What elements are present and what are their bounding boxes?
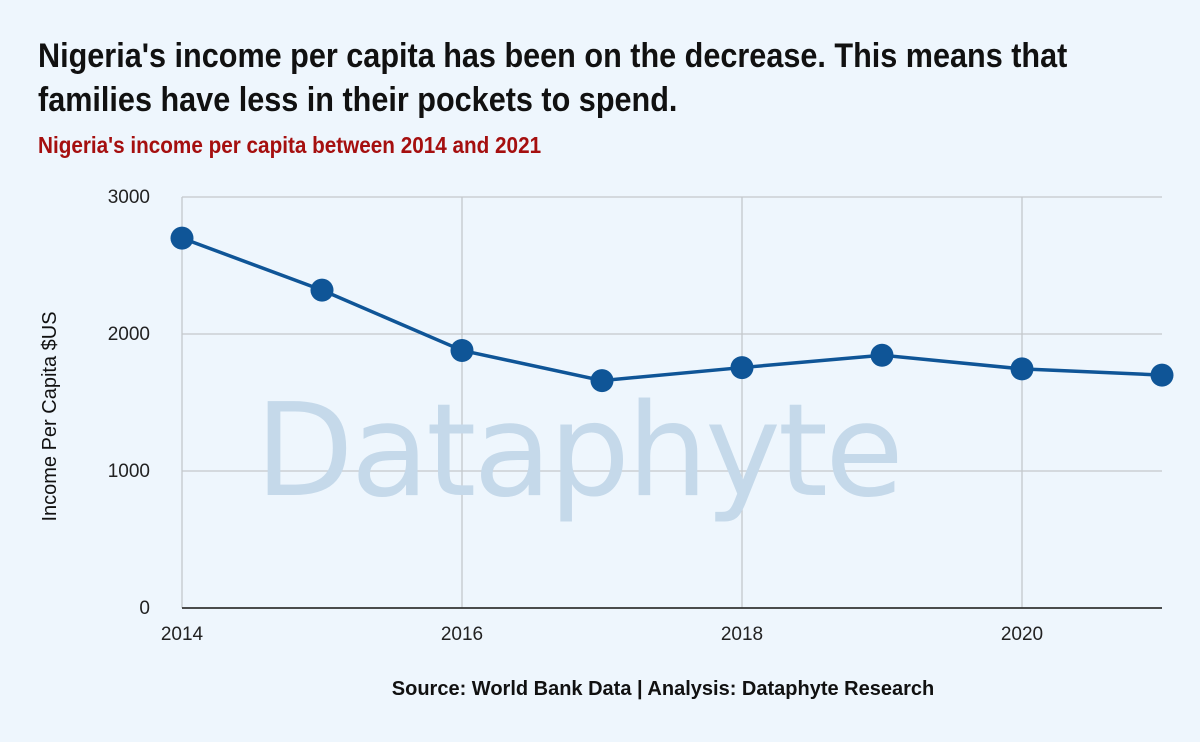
data-point — [730, 356, 754, 380]
y-tick-label: 3000 — [108, 187, 150, 208]
data-point — [450, 338, 474, 362]
x-tick-label: 2020 — [1001, 624, 1043, 645]
data-point — [1010, 357, 1034, 381]
x-tick-label: 2018 — [721, 624, 763, 645]
data-point — [170, 226, 194, 250]
chart-title-line-1: Nigeria's income per capita has been on … — [38, 37, 1068, 75]
y-tick-label: 1000 — [108, 461, 150, 482]
y-axis-title: Income Per Capita $US — [39, 311, 61, 521]
data-point — [870, 343, 894, 367]
y-tick-label: 0 — [139, 598, 150, 619]
x-tick-label: 2016 — [441, 624, 483, 645]
source-note: Source: World Bank Data | Analysis: Data… — [391, 678, 935, 700]
chart-title-line-2: families have less in their pockets to s… — [38, 81, 678, 119]
data-point — [590, 369, 614, 393]
series-line — [180, 236, 1164, 383]
data-point — [310, 278, 334, 302]
x-tick-label: 2014 — [161, 624, 204, 645]
data-point — [1150, 363, 1174, 387]
chart-subtitle: Nigeria's income per capita between 2014… — [38, 132, 542, 158]
y-tick-label: 2000 — [108, 324, 150, 345]
watermark-logo: Dataphyte — [255, 377, 901, 526]
chart-title: Nigeria's income per capita has been on … — [38, 34, 1068, 122]
